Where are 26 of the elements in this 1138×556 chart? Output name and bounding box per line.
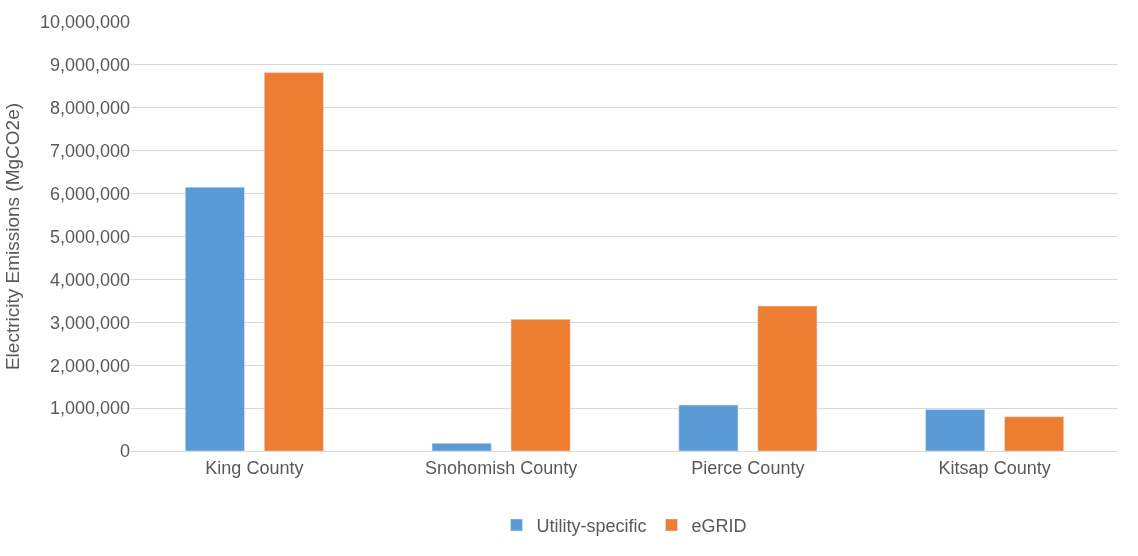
y-tick-label: 7,000,000 bbox=[49, 141, 130, 161]
bar bbox=[431, 443, 492, 451]
x-tick-label: King County bbox=[205, 457, 304, 478]
bar bbox=[185, 186, 245, 451]
y-tick-label: 8,000,000 bbox=[49, 98, 130, 119]
x-tick-label: Snohomish County bbox=[425, 457, 578, 478]
bar bbox=[510, 319, 571, 451]
y-tick-label: 9,000,000 bbox=[49, 55, 130, 76]
bar bbox=[925, 409, 986, 451]
y-tick-label: 10,000,000 bbox=[39, 12, 130, 33]
y-tick-label: 2,000,000 bbox=[49, 355, 130, 376]
y-tick-label: 6,000,000 bbox=[49, 183, 130, 204]
legend-label: eGRID bbox=[691, 515, 747, 536]
y-tick-label: 5,000,000 bbox=[49, 226, 130, 247]
bar bbox=[757, 305, 818, 451]
y-tick-label: 1,000,000 bbox=[49, 398, 130, 419]
x-tick-label: Kitsap County bbox=[938, 457, 1051, 478]
y-tick-label: 3,000,000 bbox=[49, 312, 130, 333]
x-tick-label: Pierce County bbox=[691, 457, 805, 478]
legend-label: Utility-specific bbox=[536, 515, 647, 536]
bar bbox=[678, 404, 739, 451]
y-tick-label: 0 bbox=[119, 441, 130, 462]
bar bbox=[1004, 416, 1064, 451]
y-tick-label: 4,000,000 bbox=[49, 269, 130, 290]
y-axis-title: Electricity Emissions (MgCO2e) bbox=[1, 102, 23, 371]
bar bbox=[264, 72, 324, 451]
